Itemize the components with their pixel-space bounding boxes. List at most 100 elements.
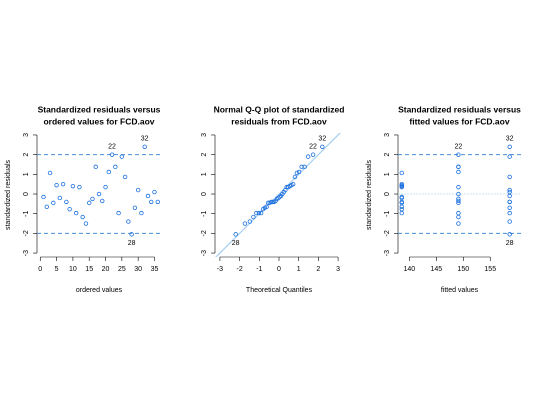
x-tick-label: 0 — [277, 266, 281, 273]
point — [247, 219, 253, 224]
y-tick-label: -1 — [384, 210, 391, 216]
point-label: 32 — [141, 136, 149, 143]
point — [399, 184, 404, 190]
y-tick-label: -2 — [201, 230, 208, 236]
point — [149, 199, 154, 205]
point — [507, 219, 512, 224]
point — [456, 198, 461, 204]
point — [122, 174, 128, 180]
x-tick-label: 20 — [102, 266, 110, 273]
point — [242, 221, 248, 226]
point-label: 32 — [506, 136, 514, 143]
point — [51, 200, 56, 206]
point — [77, 184, 82, 190]
point — [145, 193, 151, 199]
point — [129, 232, 134, 237]
x-tick-label: 150 — [457, 266, 469, 273]
point — [132, 205, 138, 210]
point — [456, 210, 461, 216]
point-label: 28 — [232, 240, 240, 247]
y-tick-label: 0 — [384, 192, 391, 196]
y-tick-label: -2 — [384, 230, 391, 236]
chart-title: Standardized residuals versus — [38, 104, 161, 114]
y-tick-label: 0 — [23, 192, 30, 196]
point — [310, 152, 316, 157]
y-tick-label: 2 — [201, 153, 208, 157]
chart-title: residuals from FCD.aov — [231, 116, 327, 126]
x-tick-label: 10 — [69, 266, 77, 273]
x-tick-label: 15 — [85, 266, 93, 273]
point — [258, 210, 264, 216]
point — [83, 221, 89, 226]
point — [456, 214, 461, 220]
point — [507, 189, 512, 195]
x-tick-label: 35 — [151, 266, 159, 273]
y-tick-label: 1 — [201, 172, 208, 176]
point — [251, 214, 256, 220]
point — [507, 187, 512, 193]
chart-title: Normal Q-Q plot of standardized — [214, 104, 345, 114]
point — [302, 164, 307, 170]
point — [57, 195, 63, 201]
point — [152, 189, 157, 195]
point — [80, 214, 85, 220]
point — [456, 164, 461, 170]
point — [119, 154, 125, 159]
point — [139, 210, 144, 216]
chart-title: fitted values for FCD.aov — [409, 116, 509, 126]
x-axis-label: fitted values — [441, 287, 479, 294]
point — [507, 210, 512, 216]
x-tick-label: 25 — [118, 266, 126, 273]
point — [67, 206, 72, 212]
point — [96, 191, 102, 197]
point — [456, 184, 461, 190]
y-tick-label: 3 — [384, 133, 391, 137]
point-label: 22 — [455, 143, 463, 150]
y-tick-label: 3 — [23, 133, 30, 137]
y-tick-label: -3 — [23, 250, 30, 256]
y-tick-label: 2 — [384, 153, 391, 157]
point — [116, 210, 121, 216]
point-label: 32 — [318, 136, 326, 143]
x-tick-label: -3 — [217, 266, 223, 273]
y-tick-label: 1 — [23, 172, 30, 176]
point-label: 22 — [309, 143, 317, 150]
point — [269, 199, 274, 205]
point — [292, 174, 298, 180]
x-tick-label: 3 — [336, 266, 340, 273]
x-tick-label: 145 — [430, 266, 442, 273]
point — [399, 181, 404, 187]
x-tick-label: 30 — [134, 266, 142, 273]
y-tick-label: 1 — [384, 172, 391, 176]
point — [507, 144, 512, 149]
point — [507, 232, 512, 237]
y-tick-label: -3 — [384, 250, 391, 256]
point — [47, 170, 53, 176]
point — [70, 183, 76, 189]
point-label: 28 — [128, 240, 136, 247]
x-tick-label: 2 — [316, 266, 320, 273]
point — [456, 221, 461, 226]
point — [507, 199, 512, 205]
point — [126, 219, 131, 224]
point — [106, 169, 111, 175]
chart-title: ordered values for FCD.aov — [43, 116, 154, 126]
point — [399, 206, 404, 212]
x-tick-label: 5 — [55, 266, 59, 273]
x-axis-label: Theoretical Quantiles — [246, 287, 313, 294]
point — [456, 152, 461, 157]
x-tick-label: -1 — [256, 266, 262, 273]
x-tick-label: 140 — [403, 266, 415, 273]
x-axis-label: ordered values — [76, 287, 123, 294]
x-tick-label: -2 — [236, 266, 242, 273]
point — [399, 199, 404, 205]
point — [44, 204, 49, 210]
point — [135, 187, 141, 193]
point — [90, 196, 95, 202]
chart-title: Standardized residuals versus — [398, 104, 521, 114]
point — [456, 191, 461, 197]
point — [507, 193, 512, 199]
x-tick-label: 155 — [484, 266, 496, 273]
point — [54, 182, 59, 188]
